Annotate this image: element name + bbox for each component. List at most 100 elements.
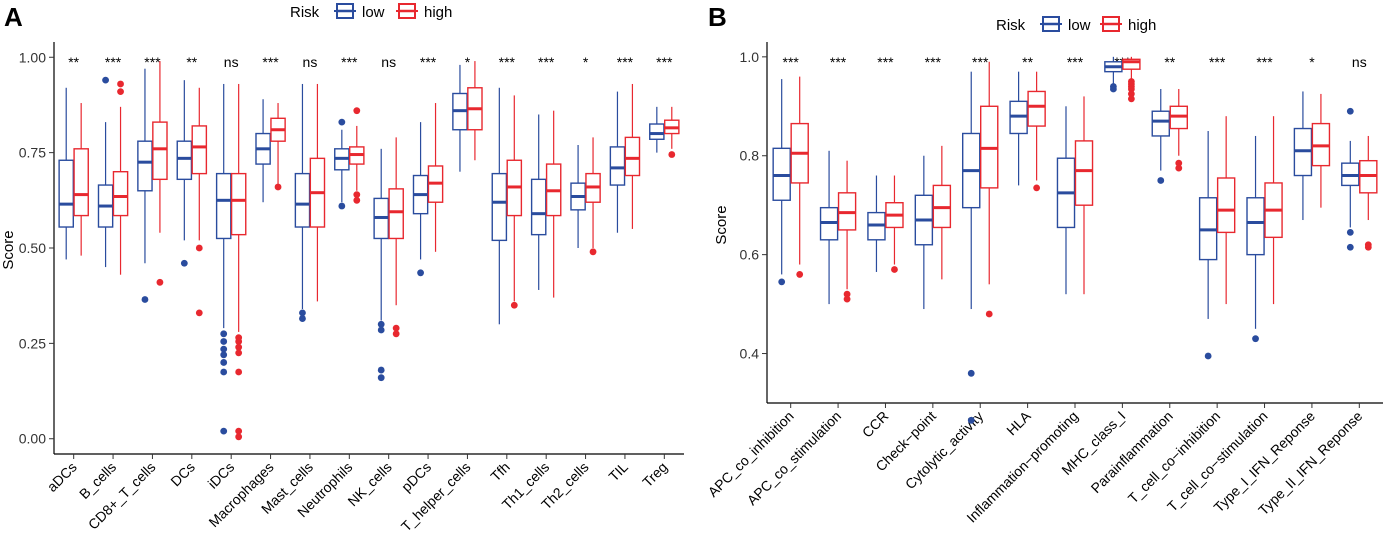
y-axis-title-b: Score bbox=[713, 205, 730, 244]
legend-key-low-a bbox=[334, 3, 356, 19]
outlier-point bbox=[891, 266, 898, 273]
box-high-a bbox=[545, 110, 562, 298]
significance-label-b: * bbox=[1309, 54, 1315, 70]
outlier-point bbox=[338, 202, 346, 210]
box-low-a bbox=[215, 83, 232, 435]
significance-label-b: ns bbox=[1352, 54, 1367, 70]
outlier-point bbox=[195, 244, 203, 252]
box-low-b bbox=[867, 175, 886, 272]
y-tick-label-b: 0.6 bbox=[740, 247, 760, 263]
box-high-a bbox=[73, 103, 89, 256]
outlier-point bbox=[353, 191, 361, 198]
y-tick-label-b: 0.4 bbox=[740, 346, 760, 362]
box-low-b bbox=[772, 79, 791, 286]
box-high-a bbox=[506, 95, 523, 309]
x-tick-label-a: DCs bbox=[167, 459, 198, 490]
significance-label-b: *** bbox=[877, 54, 894, 70]
outlier-point bbox=[778, 278, 786, 286]
box-high-a bbox=[152, 61, 168, 286]
panel-letter-a: A bbox=[4, 2, 23, 32]
box-high-a bbox=[112, 80, 129, 275]
box-low-a bbox=[649, 106, 665, 153]
y-tick-label-a: 1.00 bbox=[19, 49, 46, 65]
box-low-a bbox=[491, 87, 508, 325]
significance-label-b: *** bbox=[1256, 54, 1273, 70]
significance-label-b: ** bbox=[1022, 54, 1033, 70]
x-tick-label-b: HLA bbox=[1003, 407, 1034, 438]
outlier-point bbox=[1157, 177, 1165, 184]
panel-b: B Risk low high Score 0.4 0.6 0.8 1.0 APC_co… bbox=[705, 2, 1383, 526]
box-iqr bbox=[73, 148, 89, 217]
box-low-a bbox=[373, 148, 389, 382]
outlier-point bbox=[377, 374, 385, 382]
x-tick-label-a: TIL bbox=[605, 459, 631, 485]
y-tick-label-b: 1.0 bbox=[740, 49, 760, 65]
legend-key-high-a bbox=[396, 3, 418, 19]
outlier-point bbox=[235, 368, 243, 376]
box-iqr bbox=[152, 121, 168, 181]
x-tick-label-a: T_helper_cells bbox=[398, 459, 474, 535]
box-low-a bbox=[294, 83, 311, 322]
x-tick-label-a: iDCs bbox=[205, 459, 238, 492]
outlier-point bbox=[235, 349, 243, 357]
y-axis-title-a: Score bbox=[0, 230, 17, 269]
outlier-point bbox=[1252, 335, 1259, 343]
significance-label-b: *** bbox=[830, 54, 847, 70]
outlier-point bbox=[220, 330, 228, 338]
significance-label-a: *** bbox=[420, 54, 437, 70]
significance-label-b: ** bbox=[1164, 54, 1175, 70]
box-high-b bbox=[1122, 56, 1141, 103]
box-high-b bbox=[1264, 116, 1283, 305]
significance-label-a: ns bbox=[224, 54, 239, 70]
box-low-a bbox=[58, 87, 74, 260]
box-iqr bbox=[176, 140, 193, 181]
x-tick-label-a: pDCs bbox=[398, 459, 434, 495]
outlier-point bbox=[156, 278, 164, 286]
outlier-point bbox=[220, 427, 228, 435]
plot-area-a: 0.000.250.500.751.00aDCs**B_cells***CD8+… bbox=[19, 42, 684, 535]
box-low-b bbox=[1293, 91, 1313, 221]
outlier-point bbox=[1109, 85, 1117, 93]
legend-key-high-b bbox=[1100, 16, 1122, 32]
outlier-point bbox=[235, 433, 243, 441]
box-high-b bbox=[980, 61, 999, 318]
outlier-point bbox=[235, 427, 243, 435]
outlier-point bbox=[141, 296, 149, 303]
box-high-b bbox=[1359, 135, 1378, 251]
outlier-point bbox=[353, 196, 361, 204]
box-low-b bbox=[1198, 131, 1218, 360]
outlier-point bbox=[843, 295, 851, 303]
y-tick-label-a: 0.75 bbox=[19, 145, 46, 161]
outlier-point bbox=[417, 269, 424, 277]
outlier-point bbox=[1364, 243, 1372, 251]
y-tick-label-a: 0.25 bbox=[19, 335, 46, 351]
significance-label-b: *** bbox=[783, 54, 800, 70]
outlier-point bbox=[1127, 95, 1135, 103]
box-high-a bbox=[624, 83, 641, 229]
outlier-point bbox=[967, 416, 975, 424]
outlier-point bbox=[1175, 164, 1183, 172]
legend-label-low-b: low bbox=[1068, 17, 1091, 34]
box-high-a bbox=[388, 137, 404, 338]
outlier-point bbox=[589, 248, 597, 256]
outlier-point bbox=[220, 345, 228, 353]
outlier-point bbox=[1204, 352, 1212, 360]
box-high-b bbox=[1169, 88, 1189, 172]
significance-label-b: *** bbox=[1209, 54, 1226, 70]
box-iqr bbox=[112, 171, 129, 217]
box-iqr bbox=[294, 172, 311, 228]
x-tick-label-b: APC_co_stimulation bbox=[744, 408, 844, 508]
panel-a: A Risk low high Score 0.00 0.25 0.50 0.75 1.… bbox=[0, 2, 684, 535]
box-iqr bbox=[491, 172, 508, 242]
box-high-a bbox=[349, 107, 365, 204]
outlier-point bbox=[180, 259, 188, 267]
box-high-a bbox=[230, 83, 247, 441]
significance-label-a: ns bbox=[303, 54, 318, 70]
outlier-point bbox=[353, 107, 361, 115]
y-tick-label-b: 0.8 bbox=[740, 148, 760, 164]
significance-label-b: *** bbox=[972, 54, 989, 70]
box-iqr bbox=[191, 125, 208, 175]
box-iqr bbox=[137, 140, 153, 192]
box-high-b bbox=[885, 175, 904, 273]
outlier-point bbox=[1127, 90, 1135, 98]
